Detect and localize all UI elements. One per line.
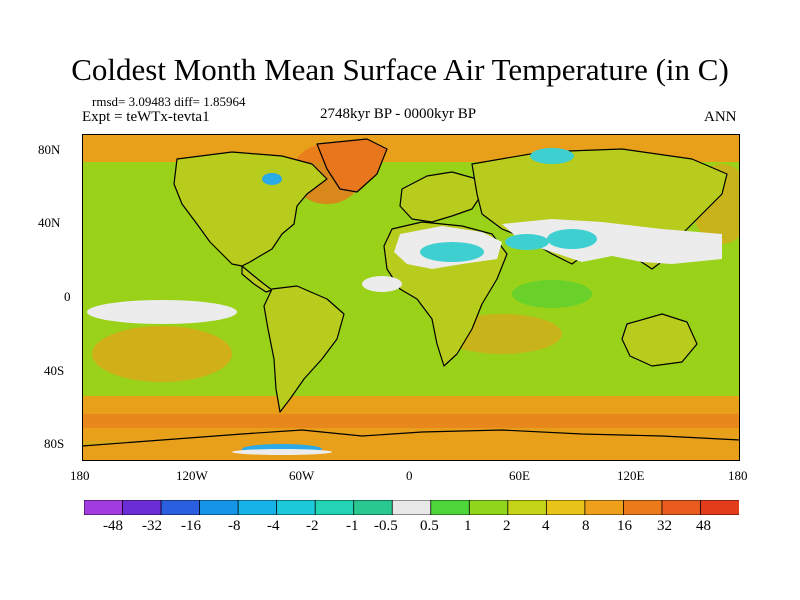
colorbar-swatch-10 <box>430 500 471 515</box>
map-frame <box>82 134 740 461</box>
period-label: 2748kyr BP - 0000kyr BP <box>320 106 477 122</box>
lon-label-60e: 60E <box>509 468 530 483</box>
lat-label-40s: 40S <box>44 363 65 378</box>
arabia-cool-core <box>505 234 549 250</box>
colorbar-label-4: -8 <box>228 518 241 534</box>
colorbar-label-3: -16 <box>181 518 201 534</box>
lon-label-180w: 180 <box>70 468 90 483</box>
colorbar-label-16: 48 <box>696 518 711 534</box>
lon-label-120e: 120E <box>617 468 645 483</box>
pacific-white-patch <box>87 300 237 324</box>
colorbar-label-7: -1 <box>346 518 359 534</box>
asia-white-region <box>502 219 722 264</box>
colorbar-swatch-2 <box>122 500 162 515</box>
hudson-blue-patch <box>262 173 282 185</box>
arctic-cool-patch <box>530 148 574 164</box>
colorbar-swatch-7 <box>314 500 355 515</box>
colorbar-label-2: -32 <box>142 518 162 534</box>
colorbar-label-5: -4 <box>267 518 280 534</box>
colorbar-swatch-8 <box>353 500 394 515</box>
southern-hot-band <box>82 414 740 428</box>
lon-label-180e: 180 <box>728 468 748 483</box>
colorbar-label-13: 8 <box>582 518 590 534</box>
colorbar-swatch-9 <box>391 500 432 515</box>
colorbar-swatch-15 <box>623 500 663 515</box>
south-america <box>263 285 345 413</box>
colorbar-label-8: -0.5 <box>374 518 398 534</box>
colorbar <box>84 500 739 515</box>
pacific-warm-patch <box>92 326 232 382</box>
tibet-cool-core <box>547 229 597 249</box>
season-label: ANN <box>704 109 737 125</box>
colorbar-swatch-1 <box>84 500 124 515</box>
australia <box>621 313 698 367</box>
experiment-label: Expt = teWTx-tevta1 <box>82 109 210 125</box>
colorbar-label-14: 16 <box>617 518 632 534</box>
colorbar-swatch-5 <box>237 500 278 515</box>
colorbar-label-10: 1 <box>464 518 472 534</box>
colorbar-swatch-17 <box>700 500 739 515</box>
colorbar-label-6: -2 <box>306 518 319 534</box>
stats-label: rmsd= 3.09483 diff= 1.85964 <box>92 94 246 109</box>
map-title: Coldest Month Mean Surface Air Temperatu… <box>71 52 729 87</box>
colorbar-swatch-14 <box>584 500 625 515</box>
colorbar-label-12: 4 <box>542 518 550 534</box>
colorbar-swatch-11 <box>468 500 509 515</box>
southern-white-streak <box>232 449 332 455</box>
colorbar-swatch-3 <box>160 500 201 515</box>
colorbar-label-9: 0.5 <box>420 518 439 534</box>
indian-green-patch <box>512 280 592 308</box>
atlantic-white-patch <box>362 276 402 292</box>
colorbar-swatch-16 <box>661 500 702 515</box>
central-america <box>241 265 273 293</box>
lat-label-40n: 40N <box>38 215 61 230</box>
colorbar-swatch-13 <box>545 500 586 515</box>
north-america <box>173 151 328 267</box>
europe <box>399 171 483 223</box>
temperature-map <box>82 134 740 461</box>
lat-label-80n: 80N <box>38 142 61 157</box>
greenland <box>316 138 388 193</box>
colorbar-label-1: -48 <box>103 518 123 534</box>
lat-label-0: 0 <box>64 289 71 304</box>
sahara-cool-core <box>420 242 484 262</box>
lon-label-0: 0 <box>406 468 413 483</box>
colorbar-swatch-6 <box>276 500 317 515</box>
colorbar-label-15: 32 <box>657 518 672 534</box>
colorbar-label-11: 2 <box>503 518 511 534</box>
lon-label-60w: 60W <box>289 468 315 483</box>
colorbar-swatch-12 <box>507 500 548 515</box>
lon-label-120w: 120W <box>176 468 208 483</box>
colorbar-swatch-4 <box>199 500 240 515</box>
lat-label-80s: 80S <box>44 436 65 451</box>
